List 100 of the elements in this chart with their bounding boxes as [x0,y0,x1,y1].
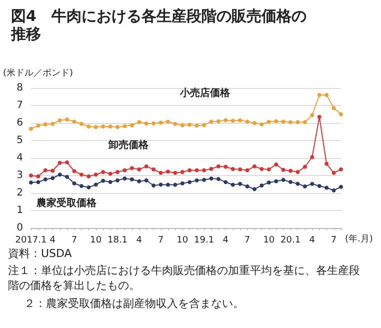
point [108,172,112,176]
point [332,188,336,192]
x-axis-title: (年.月) [345,234,373,244]
point [166,170,170,174]
series-label: 小売店価格 [178,87,231,100]
x-tick-label: 4 [136,236,142,246]
point [79,184,84,188]
point [101,178,106,183]
point [202,123,206,128]
point [245,120,250,124]
point [173,182,178,187]
point [101,170,106,174]
point [137,120,142,124]
point [216,164,220,168]
point [180,170,184,174]
point [252,121,256,125]
point [274,119,278,124]
x-tick-label: 4 [222,236,229,246]
point [122,168,127,172]
point [122,124,127,128]
point [86,174,91,178]
point [274,162,278,166]
point [158,182,163,187]
point [50,176,55,180]
point [230,118,235,123]
point [65,160,70,164]
point [130,166,134,170]
point [173,122,178,126]
series-label: 卸売価格 [108,138,150,151]
point [43,168,48,172]
point [116,125,120,130]
x-tick-label: 4 [50,236,56,246]
point [224,180,228,184]
point [72,181,76,186]
point [79,122,84,126]
point [158,120,163,125]
y-tick-label: 1 [16,205,23,216]
point [224,164,228,169]
point [296,182,300,186]
point [224,118,228,122]
x-tick-label: 10 [263,236,275,246]
point [188,168,192,172]
point [281,168,286,172]
y-tick-label: 5 [16,135,23,146]
point [152,167,156,172]
y-tick-label: 0 [16,222,23,234]
point [302,120,307,124]
y-axis-title: (米ドル／ポンド) [3,68,74,78]
point [58,172,62,177]
point [302,184,307,188]
point [274,179,278,184]
point [317,93,322,97]
point [260,122,264,126]
point [130,177,134,182]
point [310,182,314,186]
point [238,118,242,122]
point [116,178,120,182]
x-tick-label: 4 [309,236,316,246]
point [288,168,293,173]
point [281,178,286,182]
point [260,167,264,172]
point [302,164,307,169]
point [245,168,250,172]
point [216,177,220,181]
point [339,112,343,116]
point [209,166,214,171]
point [58,118,62,122]
point [252,187,256,192]
text: ２：農家受取価格は副産物収入を含まない。 [24,297,244,310]
series-label: 農家受取価格 [35,196,98,209]
x-tick-label: 7 [330,236,337,246]
point [94,172,98,177]
point [79,172,84,177]
x-tick-label: 2017.1 [15,236,47,246]
point [296,120,300,124]
point [144,164,148,168]
point [194,178,199,182]
point [296,170,300,174]
y-tick-label: 2 [16,188,23,198]
y-tick-label: 8 [16,82,23,94]
point [339,184,343,189]
point [216,119,220,124]
point [43,177,48,182]
point [310,113,314,118]
point [266,180,271,184]
point [288,180,293,184]
point [180,123,184,128]
point [36,124,40,128]
point [332,106,336,110]
point [188,122,192,127]
point [43,122,48,126]
point [310,155,314,160]
point [158,170,163,175]
point [260,183,264,188]
point [72,169,76,174]
point [209,176,214,180]
point [238,182,242,186]
point [281,120,286,124]
point [238,167,242,172]
point [288,120,293,124]
